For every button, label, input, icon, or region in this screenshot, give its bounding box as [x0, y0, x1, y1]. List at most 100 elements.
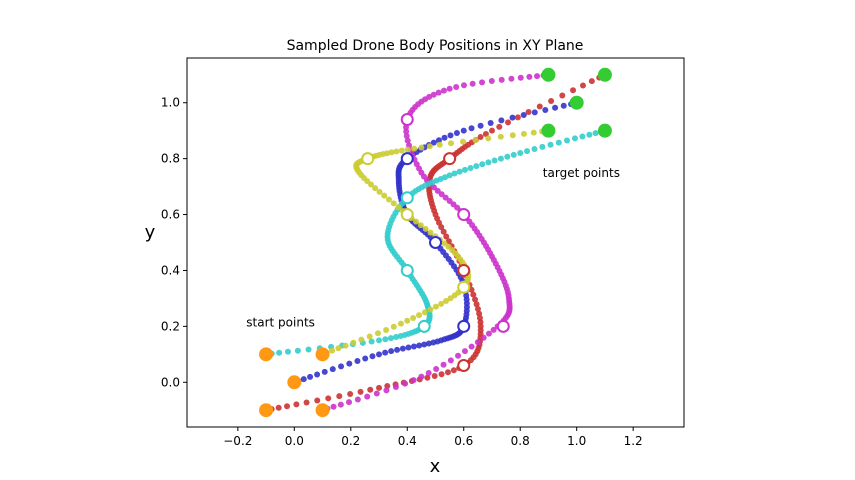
trajectory-point: [559, 92, 566, 99]
trajectory-point: [321, 368, 328, 375]
trajectory-point: [438, 191, 445, 198]
trajectory-point: [438, 300, 445, 307]
trajectory-point: [392, 384, 399, 391]
trajectory-point: [445, 238, 452, 245]
x-axis: −0.2 0.0 0.2 0.4 0.6 0.8 1.0 1.2: [223, 427, 643, 448]
trajectory-point: [531, 109, 538, 116]
target-point: [569, 95, 584, 110]
trajectory-point: [387, 335, 394, 342]
trajectory-point: [330, 403, 337, 410]
trajectory-point: [460, 138, 467, 145]
y-axis: 0.0 0.2 0.4 0.6 0.8 1.0: [161, 96, 187, 389]
trajectory-point: [588, 78, 595, 85]
trajectory-point: [524, 148, 531, 155]
x-tick-label: 1.0: [567, 434, 586, 448]
y-tick-label: 0.2: [161, 319, 180, 333]
trajectory-point: [395, 204, 402, 211]
trajectory-point: [342, 342, 349, 349]
waypoint-marker: [457, 208, 471, 222]
waypoint-marker: [400, 208, 414, 222]
target-point: [597, 67, 612, 82]
trajectory-point: [579, 133, 586, 140]
trajectory-point: [426, 143, 433, 150]
trajectory-point: [498, 117, 505, 124]
start-point: [259, 347, 274, 362]
trajectory-point: [314, 371, 321, 378]
trajectory-point: [441, 240, 448, 247]
waypoint-marker: [457, 280, 471, 294]
trajectory-point: [399, 345, 406, 352]
y-tick-label: 0.4: [161, 263, 180, 277]
trajectory-point: [294, 347, 301, 354]
trajectory-point: [433, 366, 440, 373]
trajectory-point: [367, 386, 374, 393]
trajectory-point: [346, 360, 353, 367]
trajectory-point: [397, 320, 404, 327]
trajectory-point: [443, 298, 450, 305]
start-point: [315, 347, 330, 362]
trajectory-point: [354, 357, 361, 364]
trajectory-point: [307, 373, 314, 380]
trajectory-point: [451, 170, 458, 177]
trajectory-point: [467, 164, 474, 171]
start-point: [315, 403, 330, 418]
trajectory-point: [398, 147, 405, 154]
trajectory-point: [403, 132, 410, 139]
target-point: [597, 123, 612, 138]
trajectory-point: [385, 196, 392, 203]
trajectory-point: [520, 130, 527, 137]
trajectory-point: [404, 317, 411, 324]
trajectory-point: [372, 185, 379, 192]
trajectory-point: [474, 339, 481, 346]
trajectory-point: [424, 374, 431, 381]
x-tick-label: 0.4: [398, 434, 417, 448]
trajectory-point: [421, 341, 428, 348]
plot-marks: [259, 67, 612, 418]
trajectory-point: [440, 87, 447, 94]
trajectory-point: [485, 135, 492, 142]
trajectory-point: [497, 155, 504, 162]
trajectory-point: [418, 373, 425, 380]
annotations: start points target points: [246, 166, 620, 330]
trajectory-point: [496, 123, 503, 130]
y-tick-label: 0.6: [161, 208, 180, 222]
trajectory-point: [505, 119, 512, 126]
trajectory-point: [430, 139, 437, 146]
trajectory-point: [571, 135, 578, 142]
trajectory-point: [450, 367, 457, 374]
waypoint-marker: [400, 191, 414, 205]
trajectory-point: [453, 130, 460, 137]
trajectory-point: [447, 140, 454, 147]
trajectory-point: [374, 330, 381, 337]
trajectory-point: [491, 157, 498, 164]
trajectory-point: [390, 200, 397, 207]
x-tick-label: 0.6: [454, 434, 473, 448]
trajectory-point: [405, 344, 412, 351]
trajectory-point: [510, 151, 517, 158]
trajectory-point: [446, 197, 453, 204]
trajectory-point: [382, 336, 389, 343]
trajectory-point: [417, 222, 424, 229]
trajectory-point: [432, 303, 439, 310]
start-point: [287, 375, 302, 390]
trajectory-point: [548, 97, 555, 104]
trajectory-point: [517, 74, 524, 81]
trajectory-point: [300, 376, 307, 383]
waypoint-marker: [496, 319, 510, 333]
trajectory-point: [534, 73, 541, 80]
trajectory-point: [275, 404, 282, 411]
trajectory-point: [431, 373, 438, 380]
trajectory-point: [442, 174, 449, 181]
trajectory-point: [497, 133, 504, 140]
trajectory-point: [586, 131, 593, 138]
trajectory-point: [508, 75, 515, 82]
trajectory-point: [394, 346, 401, 353]
trajectory-point: [468, 125, 475, 132]
trajectory-point: [472, 137, 479, 144]
trajectory-point: [314, 397, 321, 404]
annotation-label: start points: [246, 315, 315, 329]
trajectory-point: [445, 243, 452, 250]
trajectory-point: [346, 399, 353, 406]
trajectory-point: [416, 342, 423, 349]
trajectory-point: [477, 134, 484, 141]
